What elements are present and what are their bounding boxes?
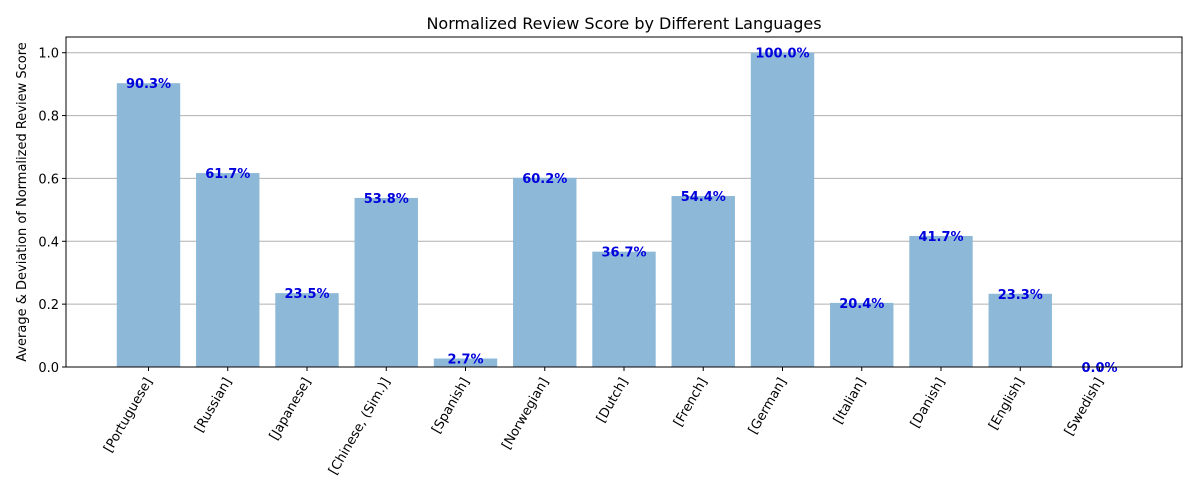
bar xyxy=(750,52,815,367)
bar-value-label: 23.5% xyxy=(284,287,329,302)
x-tick-label: [Chinese, (Sim.)] xyxy=(326,376,394,478)
bar-value-label: 90.3% xyxy=(126,77,171,92)
x-tick-label: [Japanese] xyxy=(267,376,315,443)
x-tick-label: [German] xyxy=(746,376,790,437)
bars xyxy=(116,52,1052,367)
data-labels: 90.3% 61.7% 23.5% 53.8% 2.7% 60.2% 36.7% 54.4% 1… xyxy=(126,47,1118,376)
bar-value-label: 20.4% xyxy=(839,297,884,312)
y-tick-label: 0.6 xyxy=(38,172,59,187)
bar-value-label: 23.3% xyxy=(998,288,1043,303)
bar-value-label: 100.0% xyxy=(755,47,809,62)
bar xyxy=(513,177,577,367)
bar-value-label: 36.7% xyxy=(601,246,646,261)
x-tick-label: [Norwegian] xyxy=(499,376,552,453)
bar xyxy=(275,293,339,367)
y-tick-label: 0.4 xyxy=(38,235,59,250)
bar-value-label: 2.7% xyxy=(447,353,483,368)
x-tick-label: [Italian] xyxy=(831,376,869,427)
bar xyxy=(671,196,735,367)
bar xyxy=(988,293,1052,367)
bar xyxy=(354,197,418,367)
bar-value-label: 41.7% xyxy=(918,230,963,245)
bar xyxy=(830,302,894,367)
y-tick-label: 0.8 xyxy=(38,110,59,125)
y-axis-title: Average & Deviation of Normalized Review… xyxy=(15,42,30,362)
bar-value-label: 53.8% xyxy=(364,192,409,207)
y-tick-label: 0.0 xyxy=(38,361,59,376)
y-tick-label: 1.0 xyxy=(38,47,59,62)
x-tick-label: [Russian] xyxy=(192,376,235,436)
x-tick-label: [Danish] xyxy=(908,376,948,431)
x-tick-label: [English] xyxy=(986,376,1028,433)
bar-value-label: 61.7% xyxy=(205,167,250,182)
x-tick-label: [French] xyxy=(671,376,711,430)
bar xyxy=(592,251,656,367)
x-tick-label: [Swedish] xyxy=(1062,376,1107,439)
x-tick-label: [Dutch] xyxy=(594,376,631,426)
bar xyxy=(433,358,498,367)
bar xyxy=(909,235,973,367)
x-tick-label: [Spanish] xyxy=(429,376,473,437)
y-tick-label: 0.2 xyxy=(38,298,59,313)
plot-frame xyxy=(65,36,1183,368)
chart-title: Normalized Review Score by Different Lan… xyxy=(426,14,821,33)
x-tick-label: [Portuguese] xyxy=(101,376,156,456)
bar xyxy=(196,173,260,367)
bar-value-label: 54.4% xyxy=(681,190,726,205)
bar xyxy=(116,83,181,367)
bar-value-label: 60.2% xyxy=(522,172,567,187)
